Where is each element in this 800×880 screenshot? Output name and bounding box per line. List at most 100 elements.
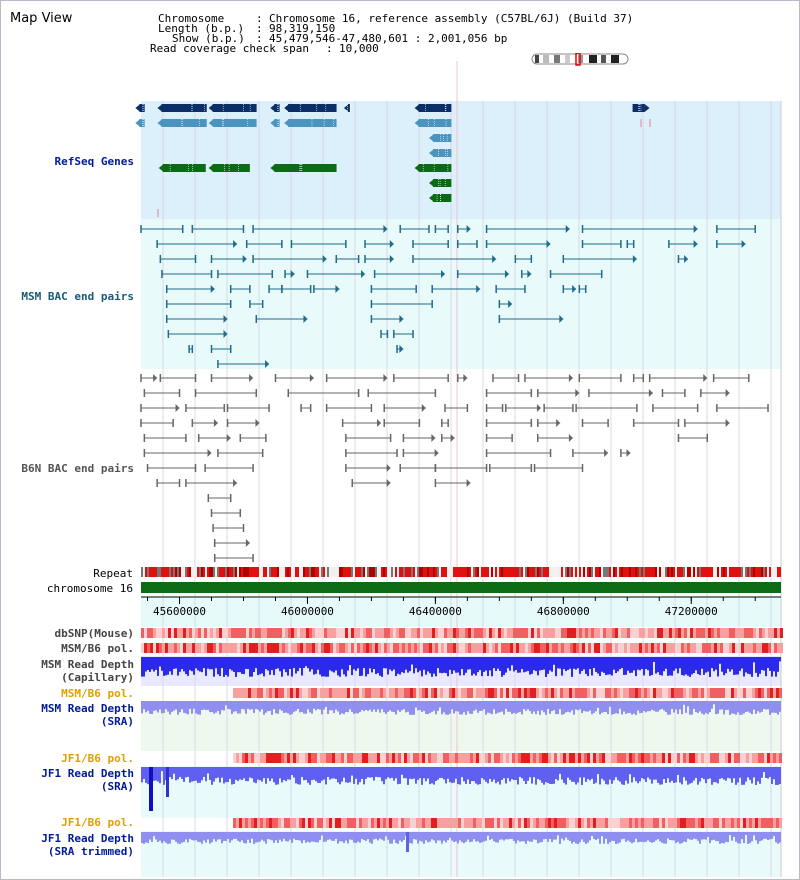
msm-b6-pol2-heat — [452, 688, 455, 698]
b6n-bac-pair-arrow — [213, 419, 218, 427]
jf1-b6-pol-heat — [386, 753, 389, 763]
jf1-sra-trim-depth-bar — [345, 832, 347, 841]
msm-capillary-depth-bar — [743, 657, 745, 677]
msm-capillary-depth-bar — [267, 657, 269, 671]
jf1-b6-pol2-heat — [299, 818, 302, 828]
jf1-sra-depth-bar — [383, 767, 385, 785]
msm-sra-depth-bar — [551, 701, 553, 712]
jf1-sra-depth-bar — [369, 767, 371, 778]
msm-b6-pol2-heat — [482, 688, 485, 698]
msm-b6-pol-heat — [780, 643, 783, 653]
chromosome-ideogram[interactable] — [529, 53, 631, 66]
jf1-sra-trim-depth-bar — [577, 832, 579, 844]
repeat-block — [569, 567, 571, 577]
jf1-b6-pol2-heat — [527, 818, 530, 828]
jf1-b6-pol2-heat — [272, 818, 275, 828]
msm-sra-depth-bar — [603, 701, 605, 712]
track-label-msm-bac[interactable]: MSM BAC end pairs — [21, 290, 134, 303]
msm-capillary-depth-bar — [775, 657, 777, 677]
jf1-sra-trim-depth-bar — [679, 832, 681, 844]
msm-b6-pol-heat — [741, 643, 744, 653]
dbsnp-heat — [771, 628, 774, 638]
msm-capillary-depth-bar — [661, 657, 663, 676]
msm-capillary-depth-bar — [355, 657, 357, 671]
msm-b6-pol-heat — [219, 643, 222, 653]
msm-capillary-depth-bar — [543, 657, 545, 670]
dbsnp-heat — [663, 628, 666, 638]
dbsnp-heat — [312, 628, 315, 638]
refseq-gene — [288, 104, 337, 112]
msm-b6-pol2-heat — [293, 688, 296, 698]
jf1-sra-trim-depth-bar — [173, 832, 175, 840]
dbsnp-heat — [762, 628, 765, 638]
msm-sra-depth-bar — [241, 701, 243, 709]
jf1-b6-pol-heat — [425, 753, 428, 763]
dbsnp-heat — [639, 628, 642, 638]
track-label-chromosome: chromosome 16 — [46, 582, 133, 595]
msm-capillary-depth-bar — [261, 657, 263, 674]
msm-b6-pol-heat — [318, 643, 321, 653]
repeat-block — [673, 567, 675, 577]
jf1-b6-pol-heat — [239, 753, 242, 763]
msm-b6-pol-heat — [747, 643, 750, 653]
msm-b6-pol2-heat — [680, 688, 683, 698]
jf1-sra-trim-depth-bar — [757, 832, 759, 844]
jf1-sra-trim-depth-bar — [281, 832, 283, 842]
msm-b6-pol2-heat — [287, 688, 290, 698]
msm-b6-pol2-heat — [473, 688, 476, 698]
msm-sra-depth-bar — [259, 701, 261, 712]
jf1-b6-pol2-heat — [467, 818, 470, 828]
msm-sra-depth-bar — [215, 701, 217, 713]
dbsnp-heat — [444, 628, 447, 638]
repeat-block — [677, 567, 679, 577]
jf1-sra-depth-bar — [455, 767, 457, 779]
jf1-sra-trim-depth-bar — [483, 832, 485, 842]
jf1-sra-depth-bar — [631, 767, 633, 783]
jf1-sra-trim-depth-bar — [539, 832, 541, 843]
jf1-sra-depth-bar — [645, 767, 647, 782]
repeat-block — [411, 567, 413, 577]
dbsnp-heat — [720, 628, 723, 638]
dbsnp-heat — [672, 628, 675, 638]
jf1-sra-trim-depth-bar — [323, 832, 325, 842]
msm-b6-pol2-heat — [734, 688, 737, 698]
msm-b6-pol-heat — [186, 643, 189, 653]
jf1-sra-depth-bar — [387, 767, 389, 778]
msm-capillary-depth-bar — [535, 657, 537, 672]
jf1-b6-pol-heat — [605, 753, 608, 763]
jf1-b6-pol-heat — [770, 753, 773, 763]
msm-sra-depth-bar — [329, 701, 331, 711]
jf1-sra-depth-bar — [515, 767, 517, 781]
msm-capillary-depth-bar — [665, 657, 667, 669]
msm-capillary-depth-bar — [307, 657, 309, 669]
jf1-sra-trim-depth-bar — [215, 832, 217, 842]
jf1-sra-trim-depth-bar — [361, 832, 363, 839]
msm-b6-pol2-heat — [548, 688, 551, 698]
repeat-block — [263, 567, 265, 577]
msm-capillary-depth-bar — [577, 657, 579, 669]
jf1-sra-trim-depth-bar — [383, 832, 385, 841]
refseq-gene-arrow — [414, 119, 420, 127]
msm-b6-pol2-heat — [344, 688, 347, 698]
msm-capillary-depth-bar — [443, 657, 445, 673]
jf1-b6-pol-heat — [683, 753, 686, 763]
jf1-sra-depth-bar — [191, 767, 193, 782]
jf1-sra-depth-bar — [441, 767, 443, 778]
msm-b6-pol-heat — [231, 643, 234, 653]
track-label-b6n-bac[interactable]: B6N BAC end pairs — [21, 462, 134, 475]
jf1-b6-pol-heat — [623, 753, 626, 763]
axis-tick-label: 46000000 — [281, 605, 334, 618]
msm-capillary-depth-bar — [517, 657, 519, 673]
dbsnp-heat — [408, 628, 411, 638]
msm-b6-pol2-heat — [332, 688, 335, 698]
jf1-sra-trim-depth-bar — [607, 832, 609, 844]
msm-capillary-depth-bar — [465, 657, 467, 673]
track-label-refseq[interactable]: RefSeq Genes — [54, 155, 134, 168]
repeat-block — [763, 567, 765, 577]
jf1-sra-depth-bar — [719, 767, 721, 779]
msm-sra-depth-bar — [471, 701, 473, 715]
msm-b6-pol-heat — [255, 643, 258, 653]
jf1-sra-depth-bar — [433, 767, 435, 785]
msm-capillary-depth-bar — [651, 657, 653, 676]
